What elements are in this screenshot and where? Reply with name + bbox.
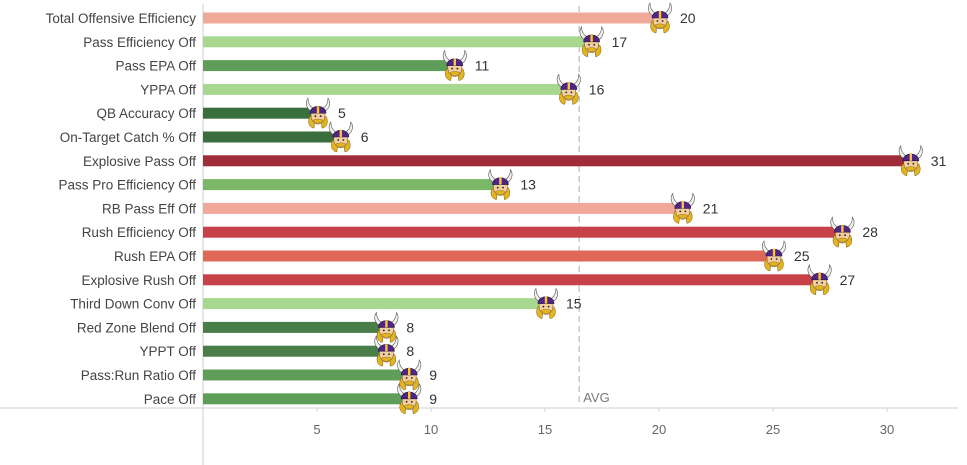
- category-label: Pass Efficiency Off: [83, 35, 196, 50]
- value-label: 15: [566, 296, 582, 312]
- value-label: 25: [794, 248, 810, 264]
- bar-12: [203, 298, 545, 310]
- value-label: 11: [475, 58, 490, 74]
- bar-8: [203, 202, 682, 214]
- category-label: YPPA Off: [140, 82, 196, 97]
- viking-helmet-icon: [761, 240, 787, 272]
- bar-15: [203, 369, 409, 381]
- category-labels: Total Offensive Efficiency Pass Efficienc…: [46, 11, 197, 407]
- value-label: 9: [429, 367, 437, 383]
- x-tick-label: 20: [652, 422, 666, 437]
- value-label: 13: [520, 177, 536, 193]
- category-label: Total Offensive Efficiency: [46, 11, 197, 26]
- bar-11: [203, 274, 819, 286]
- category-label: RB Pass Eff Off: [102, 201, 196, 216]
- bar-10: [203, 250, 773, 262]
- category-label: On-Target Catch % Off: [60, 130, 197, 145]
- x-tick-label: 10: [424, 422, 438, 437]
- category-label: Explosive Rush Off: [81, 273, 196, 288]
- value-label: 27: [840, 272, 856, 288]
- value-label: 6: [361, 129, 369, 145]
- category-label: Rush EPA Off: [114, 249, 196, 264]
- value-label: 9: [429, 391, 437, 407]
- category-label: QB Accuracy Off: [96, 106, 196, 121]
- value-label: 8: [406, 319, 414, 335]
- bar-13: [203, 321, 386, 333]
- category-label: Explosive Pass Off: [83, 154, 196, 169]
- viking-helmet-icon: [647, 2, 673, 34]
- bar-1: [203, 36, 591, 48]
- viking-helmet-icon: [442, 50, 467, 82]
- category-label: YPPT Off: [139, 344, 196, 359]
- category-label: Pace Off: [144, 392, 197, 407]
- viking-helmet-icon: [488, 169, 513, 201]
- value-label: 17: [612, 34, 628, 50]
- category-label: Red Zone Blend Off: [77, 320, 196, 335]
- viking-helmet-icon: [898, 145, 923, 177]
- viking-helmet-icon: [328, 121, 353, 153]
- bar-14: [203, 345, 386, 357]
- value-label: 5: [338, 105, 346, 121]
- x-tick-label: 5: [313, 422, 320, 437]
- avg-label-bottom: AVG: [583, 390, 610, 405]
- category-label: Rush Efficiency Off: [82, 225, 197, 240]
- category-label: Third Down Conv Off: [70, 297, 196, 312]
- viking-helmet-icon: [556, 73, 581, 105]
- value-label: 21: [703, 200, 719, 216]
- category-label: Pass Pro Efficiency Off: [58, 178, 196, 193]
- viking-helmet-icon: [305, 97, 331, 129]
- value-label: 31: [931, 153, 947, 169]
- viking-helmet-icon: [397, 359, 422, 391]
- viking-helmet-icon: [807, 264, 832, 296]
- category-label: Pass:Run Ratio Off: [81, 368, 197, 383]
- viking-helmet-icon: [830, 216, 855, 248]
- x-tick-label: 15: [538, 422, 552, 437]
- bar-4: [203, 107, 317, 119]
- bar-7: [203, 179, 500, 191]
- viking-helmet-icon: [670, 192, 695, 224]
- x-axis-ticks: 5 10 15 20 25 30: [313, 408, 894, 437]
- viking-helmet-icon: [374, 335, 399, 367]
- bar-5: [203, 131, 340, 143]
- value-label: 28: [862, 224, 878, 240]
- x-tick-label: 25: [766, 422, 780, 437]
- bars-layer: [203, 12, 910, 405]
- bar-9: [203, 226, 842, 238]
- value-label: 20: [680, 10, 696, 26]
- viking-helmet-icon: [579, 26, 604, 58]
- value-label: 16: [589, 81, 605, 97]
- bar-2: [203, 60, 454, 72]
- viking-helmet-icon: [533, 288, 559, 320]
- bar-16: [203, 393, 409, 405]
- viking-helmet-icon: [397, 383, 422, 415]
- bar-6: [203, 155, 910, 167]
- viking-helmet-icon: [374, 311, 399, 343]
- bar-0: [203, 12, 659, 24]
- category-label: Pass EPA Off: [115, 59, 196, 74]
- x-tick-label: 30: [880, 422, 894, 437]
- value-label: 8: [406, 343, 414, 359]
- bar-3: [203, 83, 568, 95]
